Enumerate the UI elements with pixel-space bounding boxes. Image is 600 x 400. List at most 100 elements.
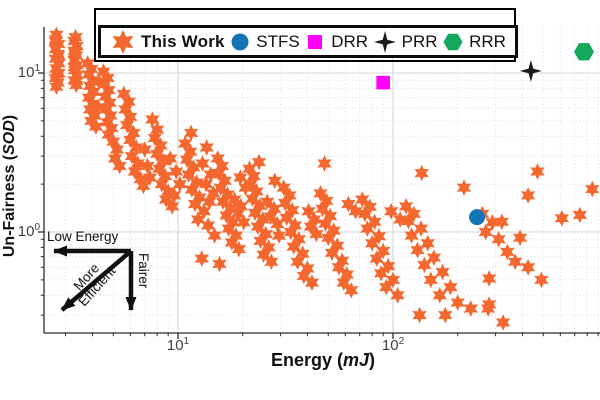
data-point [85,72,100,89]
x-axis-label: Energy (mJ) [270,350,376,370]
data-point [243,175,258,193]
data-point [286,238,301,255]
data-point [267,172,282,190]
data-point [190,211,206,228]
data-point [217,172,232,190]
data-point [67,58,82,76]
data-point [495,314,511,331]
data-point [187,195,203,213]
data-point [136,177,151,195]
data-point [99,101,114,118]
data-point [304,274,320,291]
data-point [153,137,168,154]
data-point [81,66,97,83]
data-point [196,203,212,220]
data-point [100,114,115,131]
data-point [50,47,66,64]
data-point [150,121,165,138]
data-point [283,223,299,241]
legend-item-stfs: STFS [229,31,300,53]
data-point [183,124,199,142]
data-point [334,252,350,269]
data-point [287,217,303,234]
data-point [233,198,248,215]
legend-label-stfs: STFS [256,31,300,51]
data-point [326,222,341,239]
data-point [88,118,104,135]
data-point [119,116,135,134]
data-point [478,223,493,241]
x-tick-label-10e1: 101 [166,336,190,354]
series-prr [519,60,542,82]
data-point [101,126,116,143]
data-point [406,205,421,223]
data-point [480,300,496,317]
data-point [485,214,500,231]
data-point [456,179,472,196]
data-point [290,253,305,270]
data-point [87,107,102,124]
rrr-hexagon-icon [443,33,463,50]
data-point [80,55,95,72]
data-point [271,227,287,244]
data-point [318,215,333,232]
data-point [154,175,169,193]
data-point [324,244,340,262]
data-point [435,263,450,281]
data-point [157,167,173,185]
data-point [417,256,432,274]
data-point [322,207,338,225]
data-point [130,155,145,172]
data-point [219,207,234,224]
data-point [81,89,97,106]
data-point [189,174,204,191]
data-point [469,209,486,226]
data-point [90,98,106,116]
gridlines [44,27,600,333]
data-point [300,260,315,277]
data-point [301,203,316,220]
series-stfs [469,209,486,226]
data-point [534,271,549,289]
data-point [225,214,241,231]
data-point [574,43,594,61]
legend-label-rrr: RRR [469,31,506,51]
data-point [494,213,510,231]
data-point [200,217,216,234]
data-point [482,270,497,287]
data-point [376,75,390,90]
data-point [404,227,419,244]
data-point [183,143,198,160]
data-point [317,155,332,172]
data-point [221,220,236,237]
data-point [210,150,225,167]
data-point [249,183,264,200]
legend-item-rrr: RRR [442,31,506,53]
data-point [202,193,217,210]
data-point [179,151,195,168]
data-point [199,139,214,156]
data-point [315,200,330,218]
data-point [282,187,297,204]
direction-arrows [53,245,137,312]
data-point [112,157,127,175]
data-point [572,206,588,224]
data-point [309,225,324,243]
data-point [443,278,458,296]
data-point [233,169,248,186]
data-point [86,83,101,101]
data-point [82,101,98,118]
data-point [412,306,427,324]
data-point [102,94,117,111]
data-point [192,189,207,206]
data-point [267,200,282,218]
data-point [228,227,244,244]
data-point [339,266,354,283]
data-point [186,159,201,176]
data-point [207,227,222,244]
data-point [385,271,401,289]
data-point [390,287,405,304]
data-point [140,157,155,175]
data-point [49,66,64,83]
